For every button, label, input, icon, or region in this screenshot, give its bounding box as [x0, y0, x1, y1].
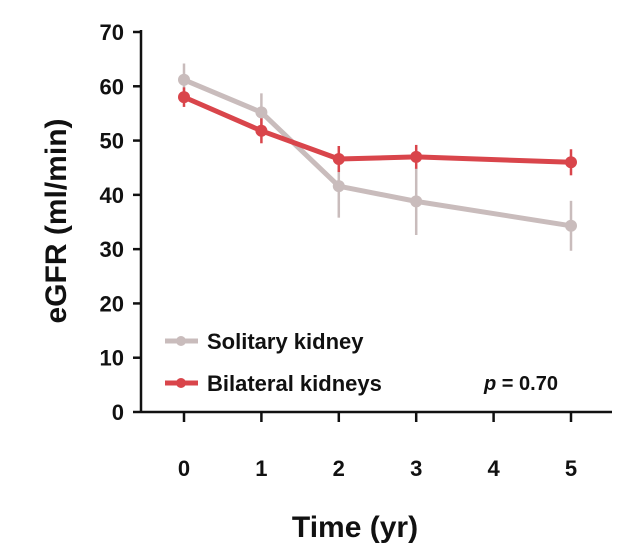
legend-label-solitary-kidney: Solitary kidney	[207, 329, 364, 354]
y-tick-label: 10	[100, 346, 124, 371]
x-tick-label: 1	[255, 456, 267, 481]
series-line	[181, 77, 574, 229]
y-tick-label: 40	[100, 183, 124, 208]
data-point	[410, 150, 423, 163]
y-tick-label: 30	[100, 237, 124, 262]
y-tick-label: 20	[100, 291, 124, 316]
x-axis-title: Time (yr)	[292, 511, 418, 544]
p-value-annotation: p = 0.70	[483, 373, 558, 395]
x-tick-label: 5	[565, 456, 577, 481]
data-point	[255, 106, 268, 119]
y-axis-ticks: 0 10 20 30 40 50 60 70	[100, 20, 141, 425]
series-line	[181, 94, 574, 165]
legend-marker-solitary-kidney	[176, 336, 186, 346]
data-point	[178, 91, 190, 104]
data-point	[565, 219, 577, 232]
y-tick-label: 70	[100, 20, 124, 45]
series-layer	[178, 63, 577, 251]
x-tick-label: 0	[178, 456, 190, 481]
data-point	[255, 124, 268, 137]
series-bilateral-kidneys	[178, 87, 577, 176]
data-point	[565, 156, 577, 169]
data-point	[410, 195, 423, 208]
y-tick-label: 50	[100, 129, 124, 154]
y-tick-label: 60	[100, 74, 124, 99]
x-tick-label: 2	[333, 456, 345, 481]
data-point	[332, 153, 345, 166]
y-axis-title: eGFR (ml/min)	[40, 118, 73, 323]
legend: Solitary kidney Bilateral kidneys	[165, 329, 382, 396]
x-tick-label: 4	[487, 456, 500, 481]
p-symbol: p	[483, 373, 496, 395]
data-point	[332, 180, 345, 193]
x-axis-ticks: 0 1 2 3 4 5	[178, 412, 577, 481]
y-tick-label: 0	[112, 400, 124, 425]
x-tick-label: 3	[410, 456, 422, 481]
legend-marker-bilateral-kidneys	[176, 378, 186, 388]
data-point	[178, 73, 190, 86]
p-value: = 0.70	[496, 373, 558, 395]
legend-label-bilateral-kidneys: Bilateral kidneys	[207, 371, 382, 396]
